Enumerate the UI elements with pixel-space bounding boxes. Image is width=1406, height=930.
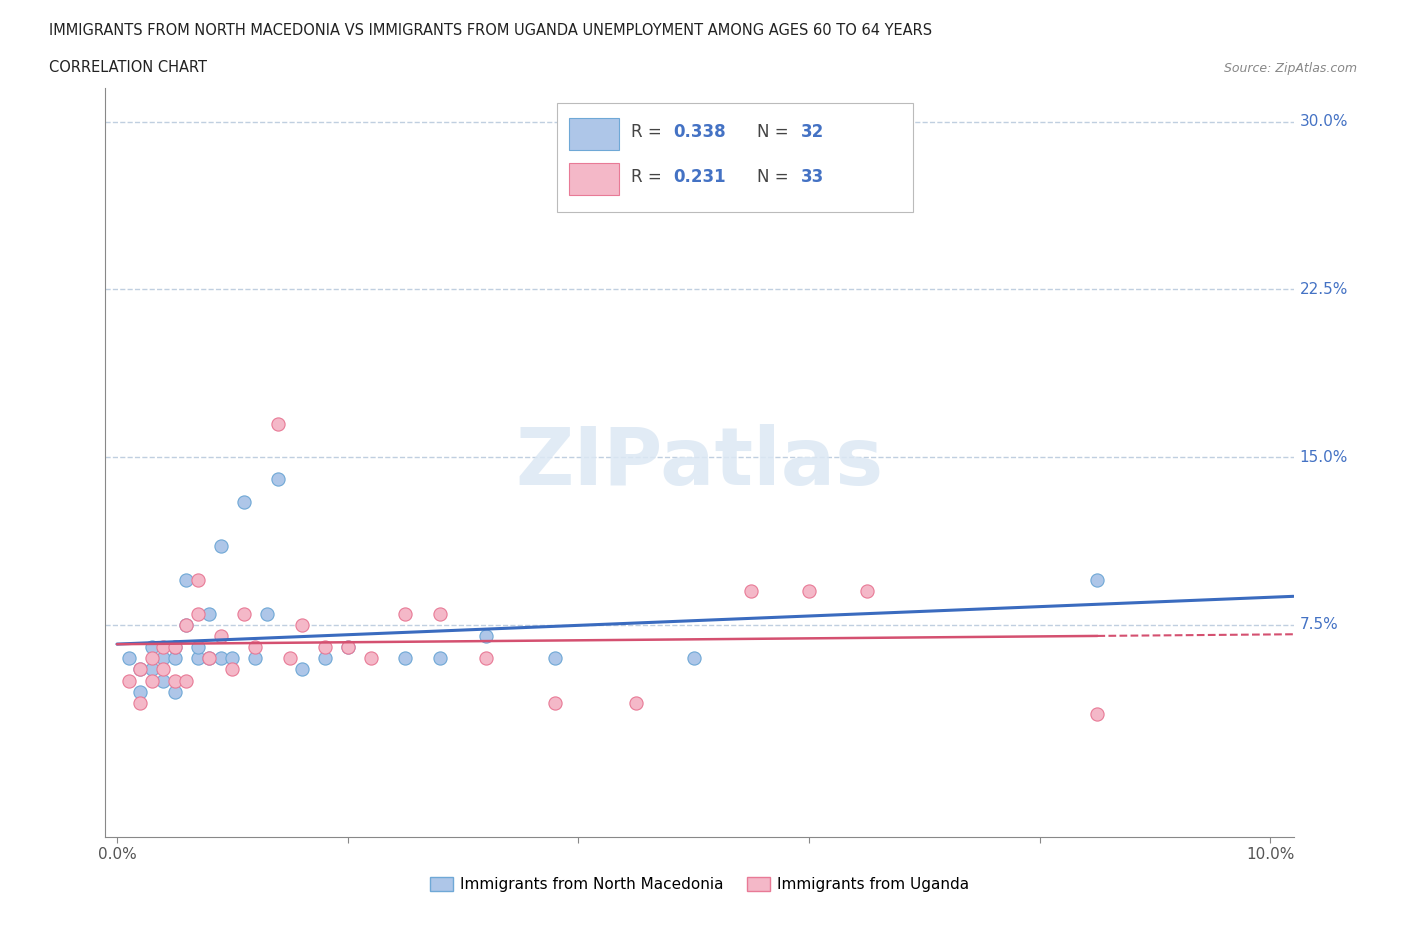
Legend: Immigrants from North Macedonia, Immigrants from Uganda: Immigrants from North Macedonia, Immigra…	[423, 871, 976, 898]
Text: IMMIGRANTS FROM NORTH MACEDONIA VS IMMIGRANTS FROM UGANDA UNEMPLOYMENT AMONG AGE: IMMIGRANTS FROM NORTH MACEDONIA VS IMMIG…	[49, 23, 932, 38]
Point	[232, 495, 254, 510]
Text: R =: R =	[630, 167, 666, 186]
Point	[336, 640, 359, 655]
Text: 15.0%: 15.0%	[1299, 449, 1348, 465]
Point	[1087, 573, 1109, 588]
Point	[797, 584, 820, 599]
Text: 7.5%: 7.5%	[1299, 618, 1339, 632]
Text: 32: 32	[800, 123, 824, 140]
Point	[117, 651, 139, 666]
Text: 0.338: 0.338	[673, 123, 725, 140]
Point	[394, 651, 416, 666]
Point	[209, 629, 232, 644]
Point	[174, 618, 197, 632]
Text: N =: N =	[756, 167, 793, 186]
Point	[267, 472, 290, 487]
Point	[1087, 707, 1109, 722]
Text: 30.0%: 30.0%	[1299, 114, 1348, 129]
FancyBboxPatch shape	[569, 118, 619, 150]
Point	[129, 662, 152, 677]
Point	[198, 651, 221, 666]
Point	[152, 640, 174, 655]
Point	[290, 662, 312, 677]
Point	[855, 584, 877, 599]
Point	[740, 584, 762, 599]
Text: ZIPatlas: ZIPatlas	[516, 424, 883, 501]
Text: 22.5%: 22.5%	[1299, 282, 1348, 297]
Point	[209, 539, 232, 554]
Point	[245, 651, 267, 666]
Point	[245, 640, 267, 655]
FancyBboxPatch shape	[557, 103, 914, 212]
Text: R =: R =	[630, 123, 666, 140]
Point	[198, 651, 221, 666]
Point	[429, 651, 451, 666]
Point	[163, 651, 186, 666]
Point	[174, 573, 197, 588]
Point	[221, 662, 243, 677]
Point	[163, 640, 186, 655]
Point	[256, 606, 278, 621]
Point	[198, 606, 221, 621]
Point	[163, 673, 186, 688]
Point	[152, 662, 174, 677]
Point	[475, 651, 498, 666]
Point	[163, 684, 186, 699]
Text: 0.231: 0.231	[673, 167, 725, 186]
Text: 33: 33	[800, 167, 824, 186]
Point	[141, 662, 163, 677]
Point	[129, 662, 152, 677]
Point	[624, 696, 647, 711]
Point	[141, 673, 163, 688]
Point	[267, 416, 290, 431]
Point	[152, 673, 174, 688]
Point	[187, 640, 209, 655]
Point	[278, 651, 301, 666]
Point	[544, 651, 567, 666]
Text: CORRELATION CHART: CORRELATION CHART	[49, 60, 207, 75]
Point	[187, 606, 209, 621]
Point	[163, 640, 186, 655]
Point	[232, 606, 254, 621]
Point	[682, 651, 704, 666]
Text: N =: N =	[756, 123, 793, 140]
Point	[360, 651, 382, 666]
Point	[544, 696, 567, 711]
Point	[187, 651, 209, 666]
Point	[336, 640, 359, 655]
Point	[129, 684, 152, 699]
Point	[429, 606, 451, 621]
Point	[141, 640, 163, 655]
Point	[174, 618, 197, 632]
Point	[117, 673, 139, 688]
Point	[152, 651, 174, 666]
Point	[174, 673, 197, 688]
FancyBboxPatch shape	[569, 164, 619, 194]
Point	[129, 696, 152, 711]
Point	[209, 651, 232, 666]
Point	[187, 573, 209, 588]
Point	[314, 640, 336, 655]
Point	[475, 629, 498, 644]
Point	[221, 651, 243, 666]
Point	[290, 618, 312, 632]
Point	[314, 651, 336, 666]
Point	[141, 651, 163, 666]
Text: Source: ZipAtlas.com: Source: ZipAtlas.com	[1223, 62, 1357, 75]
Point	[394, 606, 416, 621]
